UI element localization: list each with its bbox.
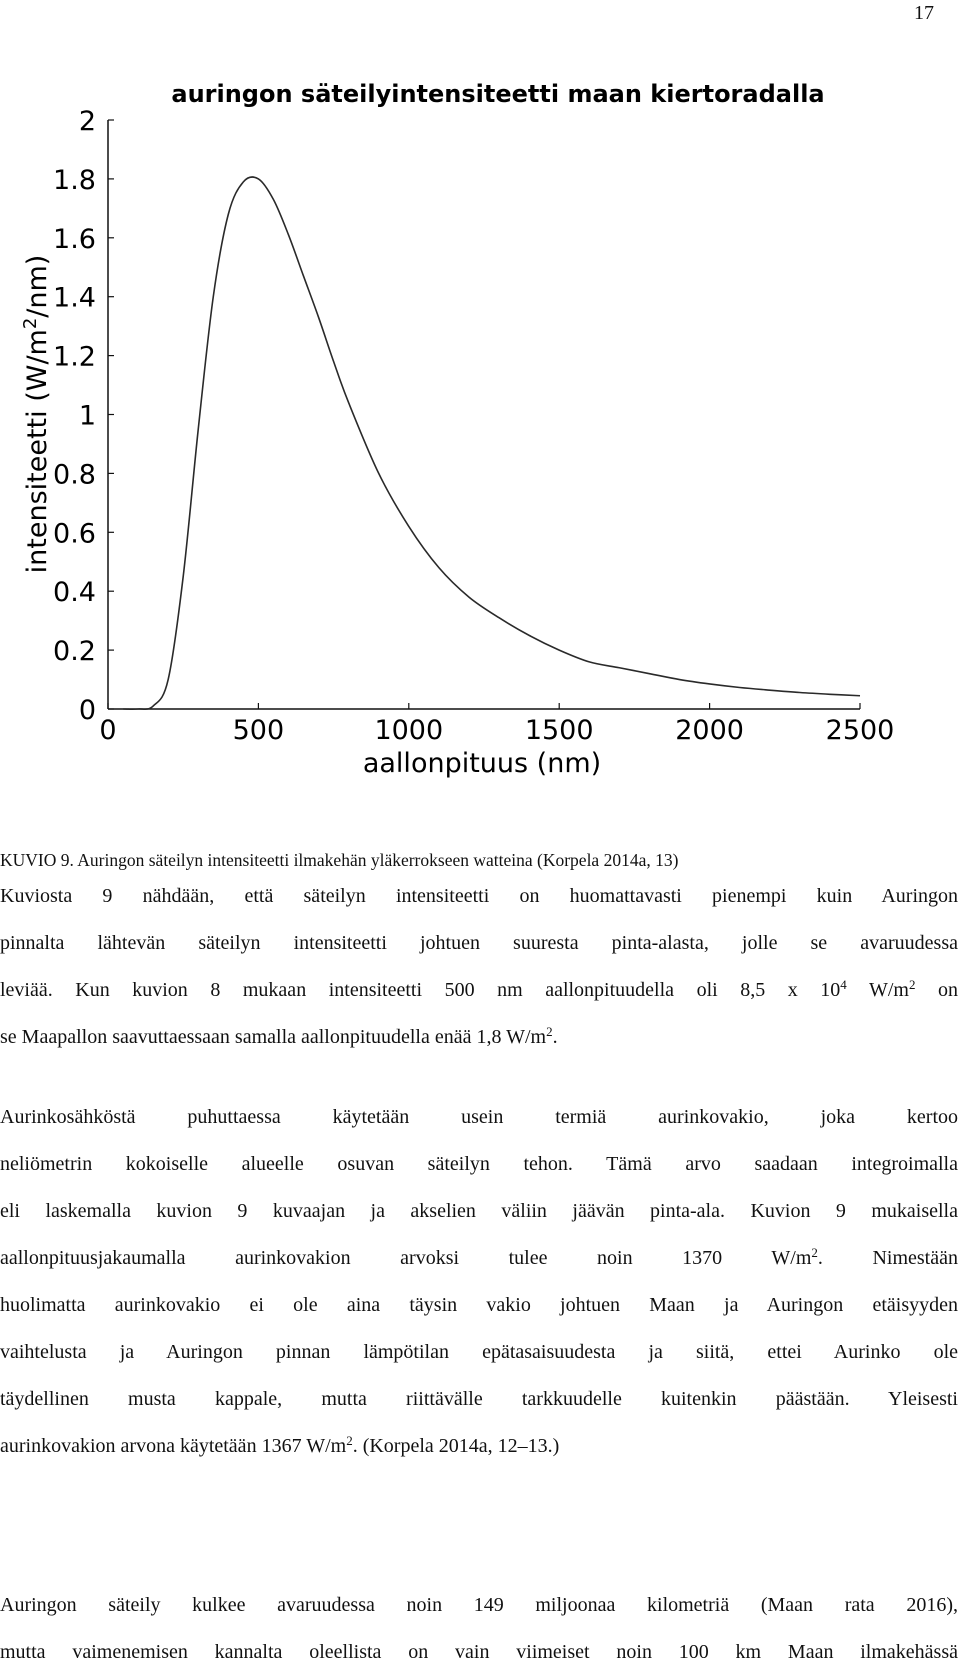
figure-caption: KUVIO 9. Auringon säteilyn intensiteetti…	[0, 850, 679, 870]
text-segment: . Nimestään	[817, 1247, 958, 1269]
page-number: 17	[914, 2, 934, 24]
superscript: 2	[811, 1245, 818, 1260]
y-tick-label: 1.4	[53, 283, 96, 314]
x-tick-label: 2500	[826, 715, 895, 746]
y-tick-label: 1	[79, 401, 96, 432]
paragraph-2-line-5: huolimatta aurinkovakio ei ole aina täys…	[0, 1294, 958, 1316]
superscript: 2	[346, 1433, 353, 1448]
paragraph-3: Auringon säteily kulkee avaruudessa noin…	[0, 1582, 958, 1676]
x-tick-label: 1500	[525, 715, 594, 746]
paragraph-2-line-4: aallonpituusjakaumalla aurinkovakion arv…	[0, 1235, 958, 1282]
x-tick-label: 2000	[675, 715, 744, 746]
chart-title: auringon säteilyintensiteetti maan kiert…	[171, 80, 824, 108]
figure-solar-intensity: auringon säteilyintensiteetti maan kiert…	[0, 72, 960, 842]
text-segment: leviää. Kun kuvion 8 mukaan intensiteett…	[0, 979, 841, 1001]
y-axis-label: intensiteetti (W/m2/nm)	[20, 255, 53, 574]
text-segment: se Maapallon saavuttaessaan samalla aall…	[0, 1026, 547, 1048]
superscript: 4	[840, 977, 847, 992]
text-segment: aallonpituusjakaumalla aurinkovakion arv…	[0, 1247, 812, 1269]
paragraph-2-line-6: vaihtelusta ja Auringon pinnan lämpötila…	[0, 1341, 958, 1363]
paragraph-2: Aurinkosähköstä puhuttaessa käytetään us…	[0, 1094, 958, 1470]
superscript: 2	[546, 1024, 553, 1039]
intensity-curve	[123, 176, 861, 711]
text-segment: . (Korpela 2014a, 12–13.)	[352, 1435, 560, 1457]
y-tick-label: 0.6	[53, 518, 96, 549]
paragraph-1-line-1: Kuviosta 9 nähdään, että säteilyn intens…	[0, 885, 958, 907]
paragraph-1-line-2: pinnalta lähtevän säteilyn intensiteetti…	[0, 932, 958, 954]
y-axis-label-superscript: 2	[20, 318, 41, 329]
paragraph-2-line-1: Aurinkosähköstä puhuttaessa käytetään us…	[0, 1106, 958, 1128]
text-segment: on	[915, 979, 959, 1001]
y-tick-label: 1.2	[53, 342, 96, 373]
paragraph-1: Kuviosta 9 nähdään, että säteilyn intens…	[0, 873, 958, 1061]
y-tick-label: 0.2	[53, 636, 96, 667]
y-tick-label: 2	[79, 106, 96, 137]
y-tick-label: 0.8	[53, 459, 96, 490]
x-axis-label: aallonpituus (nm)	[363, 748, 601, 779]
y-axis-label-part-2: /nm)	[22, 255, 53, 318]
paragraph-1-line-4: se Maapallon saavuttaessaan samalla aall…	[0, 1014, 958, 1061]
paragraph-1-line-3: leviää. Kun kuvion 8 mukaan intensiteett…	[0, 967, 958, 1014]
solar-intensity-chart: auringon säteilyintensiteetti maan kiert…	[20, 80, 895, 779]
superscript: 2	[908, 977, 916, 992]
y-tick-label: 1.6	[53, 224, 96, 255]
text-segment: .	[552, 1026, 558, 1048]
y-tick-label: 0.4	[53, 577, 96, 608]
text-segment: aurinkovakion arvona käytetään 1367 W/m	[0, 1435, 347, 1457]
x-tick-label: 0	[99, 715, 116, 746]
paragraph-2-line-8: aurinkovakion arvona käytetään 1367 W/m2…	[0, 1423, 958, 1470]
paragraph-2-line-7: täydellinen musta kappale, mutta riittäv…	[0, 1388, 958, 1410]
paragraph-2-line-3: eli laskemalla kuvion 9 kuvaajan ja akse…	[0, 1200, 958, 1222]
x-tick-label: 1000	[374, 715, 443, 746]
x-tick-label: 500	[233, 715, 285, 746]
paragraph-2-line-2: neliömetrin kokoiselle alueelle osuvan s…	[0, 1153, 958, 1175]
paragraph-3-line-2: mutta vaimenemisen kannalta oleellista o…	[0, 1641, 958, 1663]
y-axis-label-part-1: intensiteetti (W/m	[22, 329, 53, 573]
text-segment: W/m	[846, 979, 909, 1001]
paragraph-3-line-1: Auringon säteily kulkee avaruudessa noin…	[0, 1594, 958, 1616]
y-tick-label: 1.8	[53, 165, 96, 196]
y-tick-label: 0	[79, 695, 96, 726]
